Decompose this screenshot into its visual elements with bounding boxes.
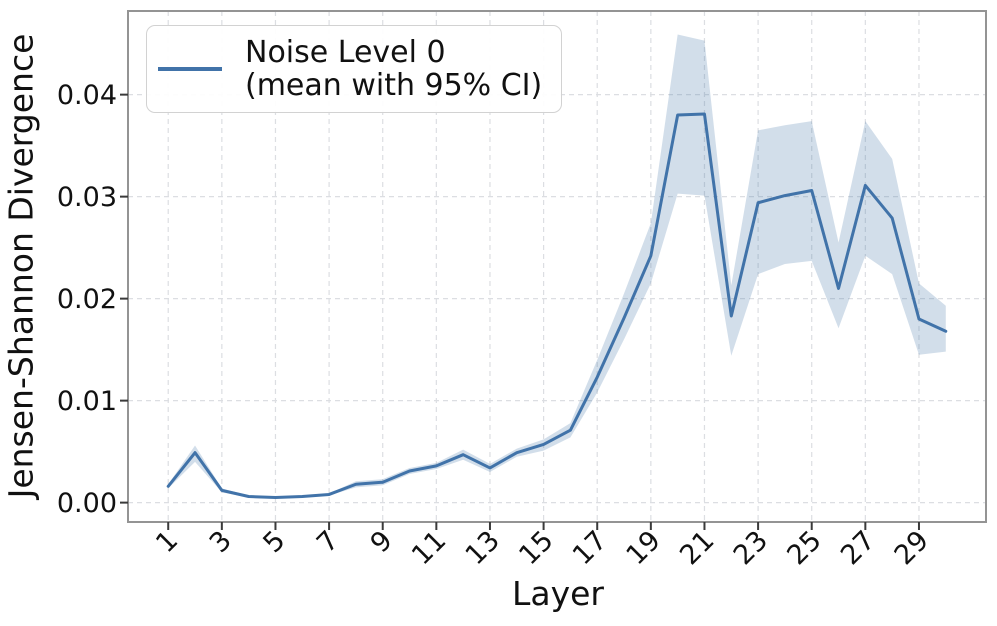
x-tick-label: 3 bbox=[204, 525, 238, 559]
y-tick-label: 0.00 bbox=[57, 488, 117, 519]
x-tick-label: 21 bbox=[674, 525, 720, 571]
legend-label-line1: Noise Level 0 bbox=[245, 35, 446, 70]
x-tick-label: 27 bbox=[835, 525, 881, 571]
legend-line-swatch bbox=[158, 67, 222, 71]
y-tick-label: 0.03 bbox=[57, 182, 117, 213]
y-axis-label: Jensen-Shannon Divergence bbox=[1, 33, 41, 499]
x-tick-label: 19 bbox=[621, 525, 667, 571]
x-tick-label: 5 bbox=[257, 525, 291, 559]
y-tick-label: 0.04 bbox=[57, 80, 117, 111]
legend: Noise Level 0 (mean with 95% CI) bbox=[146, 25, 562, 113]
x-tick-label: 11 bbox=[406, 525, 452, 571]
x-tick-label: 23 bbox=[728, 525, 774, 571]
x-tick-label: 15 bbox=[513, 525, 559, 571]
x-tick-label: 13 bbox=[460, 525, 506, 571]
y-tick-label: 0.01 bbox=[57, 386, 117, 417]
x-tick-label: 17 bbox=[567, 525, 613, 571]
x-tick-label: 29 bbox=[889, 525, 935, 571]
legend-label: Noise Level 0 (mean with 95% CI) bbox=[245, 36, 542, 102]
y-tick-label: 0.02 bbox=[57, 284, 117, 315]
x-tick-label: 9 bbox=[365, 525, 399, 559]
x-tick-label: 25 bbox=[781, 525, 827, 571]
plot-border bbox=[127, 10, 987, 523]
x-axis-label: Layer bbox=[511, 574, 605, 613]
x-tick-label: 1 bbox=[150, 525, 184, 559]
legend-label-line2: (mean with 95% CI) bbox=[245, 68, 543, 103]
x-tick-label: 7 bbox=[311, 525, 345, 559]
mean-line bbox=[166, 112, 948, 500]
